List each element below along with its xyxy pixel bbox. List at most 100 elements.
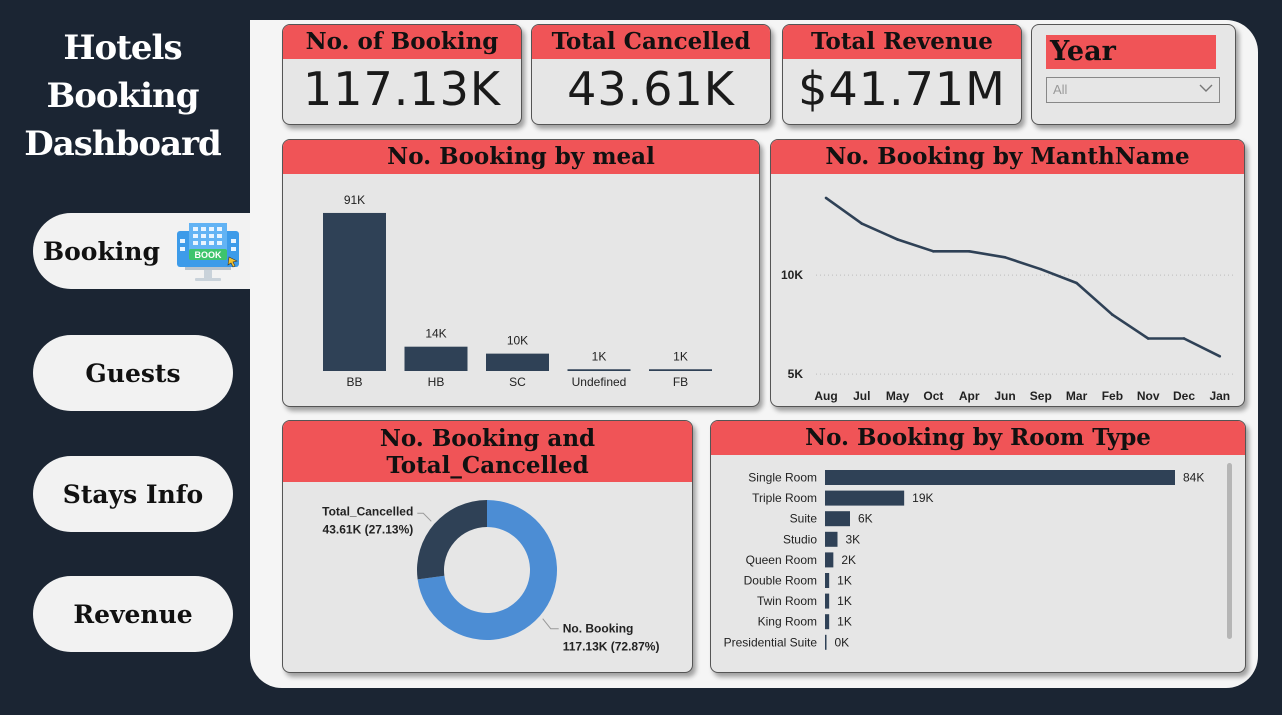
meal-category-3: Undefined — [572, 375, 627, 389]
month-point-2 — [896, 238, 899, 241]
kpi-card-bookings: No. of Booking 117.13K — [282, 24, 522, 125]
meal-chart-title: No. Booking by meal — [283, 140, 759, 174]
book-icon-text: BOOK — [195, 250, 223, 260]
room-bar-label-3: 3K — [846, 532, 861, 546]
room-chart-card: No. Booking by Room Type Single Room 84K T… — [710, 420, 1246, 673]
month-ytick-0: 10K — [781, 268, 803, 282]
month-category-5: Jun — [994, 389, 1015, 403]
meal-bar-2 — [486, 353, 549, 371]
room-category-0: Single Room — [748, 471, 817, 485]
room-category-3: Studio — [783, 532, 817, 546]
donut-leader-1 — [417, 512, 432, 522]
month-point-8 — [1111, 313, 1114, 316]
donut-slice-name-0: No. Booking — [563, 622, 634, 636]
donut-title-line-2: Total_Cancelled — [386, 452, 589, 479]
meal-bar-label-1: 14K — [425, 327, 446, 341]
room-bar-label-6: 1K — [837, 594, 852, 608]
kpi-cancelled-value: 43.61K — [567, 62, 735, 116]
meal-bar-0 — [323, 212, 386, 371]
room-category-1: Triple Room — [752, 491, 817, 505]
room-bar-6 — [825, 593, 830, 609]
month-category-4: Apr — [959, 389, 980, 403]
donut-title-line-1: No. Booking and — [379, 425, 596, 452]
room-bar-2 — [825, 511, 850, 527]
room-bar-0 — [825, 470, 1175, 485]
month-category-3: Oct — [923, 389, 943, 403]
room-category-7: King Room — [758, 615, 817, 629]
month-point-11 — [1218, 354, 1222, 358]
meal-category-4: FB — [673, 375, 688, 389]
month-category-2: May — [886, 389, 910, 403]
donut-slice-name-1: Total_Cancelled — [322, 504, 413, 518]
nav-stays-info-label: Stays Info — [62, 479, 204, 509]
room-chart-title: No. Booking by Room Type — [711, 421, 1245, 455]
month-point-0 — [824, 196, 828, 200]
nav-guests-label: Guests — [85, 358, 181, 388]
room-bar-4 — [825, 552, 834, 568]
room-category-8: Presidential Suite — [724, 635, 818, 649]
room-category-2: Suite — [790, 512, 818, 526]
title-line-2: Booking — [46, 76, 199, 116]
month-point-1 — [860, 222, 864, 225]
room-bar-7 — [825, 614, 830, 630]
donut-slice-0 — [417, 500, 557, 640]
nav-guests-button[interactable]: Guests — [33, 335, 233, 411]
year-slicer-title: Year — [1046, 35, 1216, 69]
meal-category-0: BB — [346, 375, 362, 389]
month-category-9: Nov — [1137, 389, 1160, 403]
month-ytick-1: 5K — [788, 367, 804, 381]
month-category-6: Sep — [1030, 389, 1052, 403]
year-dropdown[interactable]: All — [1046, 77, 1220, 103]
room-bar-1 — [825, 490, 905, 506]
donut-leader-0 — [542, 618, 559, 630]
donut-chart-card: No. Booking and Total_Cancelled No. Book… — [282, 420, 693, 673]
month-point-7 — [1075, 281, 1078, 285]
kpi-revenue-label: Total Revenue — [783, 25, 1021, 59]
room-bar-label-0: 84K — [1183, 471, 1204, 485]
kpi-bookings-label: No. of Booking — [283, 25, 521, 59]
month-point-3 — [932, 250, 935, 253]
year-dropdown-value: All — [1053, 82, 1068, 97]
nav-revenue-button[interactable]: Revenue — [33, 576, 233, 652]
donut-slice-1 — [417, 500, 487, 580]
nav-booking-label: Booking — [43, 236, 160, 266]
title-line-1: Hotels — [63, 28, 182, 68]
month-point-9 — [1146, 337, 1150, 340]
meal-chart-card: No. Booking by meal 91K BB 14K HB 10K SC 1K Und… — [282, 139, 760, 407]
donut-slice-label-0: 117.13K (72.87%) — [563, 640, 660, 654]
month-category-10: Dec — [1173, 389, 1195, 403]
dashboard-title: Hotels Booking Dashboard — [20, 24, 225, 168]
room-category-5: Double Room — [744, 574, 817, 588]
month-category-11: Jan — [1209, 389, 1230, 403]
room-bar-label-8: 0K — [835, 635, 850, 649]
room-category-6: Twin Room — [757, 594, 817, 608]
room-bar-8 — [825, 634, 827, 650]
meal-bar-chart: 91K BB 14K HB 10K SC 1K Undefined 1K FB — [323, 193, 712, 389]
title-line-3: Dashboard — [24, 124, 222, 164]
month-point-5 — [1003, 255, 1007, 259]
month-category-8: Feb — [1102, 389, 1123, 403]
nav-revenue-label: Revenue — [73, 599, 193, 629]
meal-bar-label-0: 91K — [344, 193, 365, 207]
meal-bar-1 — [404, 346, 468, 371]
month-chart-card: No. Booking by ManthName 10K 5K Aug Jul May O… — [770, 139, 1245, 407]
kpi-cancelled-label: Total Cancelled — [532, 25, 770, 59]
donut-slice-label-1: 43.61K (27.13%) — [323, 522, 414, 536]
room-bar-label-7: 1K — [837, 615, 852, 629]
nav-booking-button[interactable]: Booking BOOK — [33, 213, 263, 289]
kpi-card-cancelled: Total Cancelled 43.61K — [531, 24, 771, 125]
nav-stays-info-button[interactable]: Stays Info — [33, 456, 233, 532]
month-category-7: Mar — [1066, 389, 1088, 403]
kpi-bookings-value: 117.13K — [302, 62, 502, 116]
room-bar-3 — [825, 531, 838, 547]
room-bar-label-2: 6K — [858, 512, 873, 526]
year-slicer: Year All — [1031, 24, 1236, 125]
meal-bar-label-2: 10K — [507, 334, 528, 348]
hotel-book-icon: BOOK — [177, 223, 239, 281]
room-bar-label-1: 19K — [912, 491, 933, 505]
room-category-4: Queen Room — [746, 553, 817, 567]
month-category-0: Aug — [814, 389, 837, 403]
month-category-1: Jul — [853, 389, 870, 403]
room-scrollbar[interactable] — [1227, 463, 1232, 639]
meal-bar-4 — [649, 369, 712, 371]
